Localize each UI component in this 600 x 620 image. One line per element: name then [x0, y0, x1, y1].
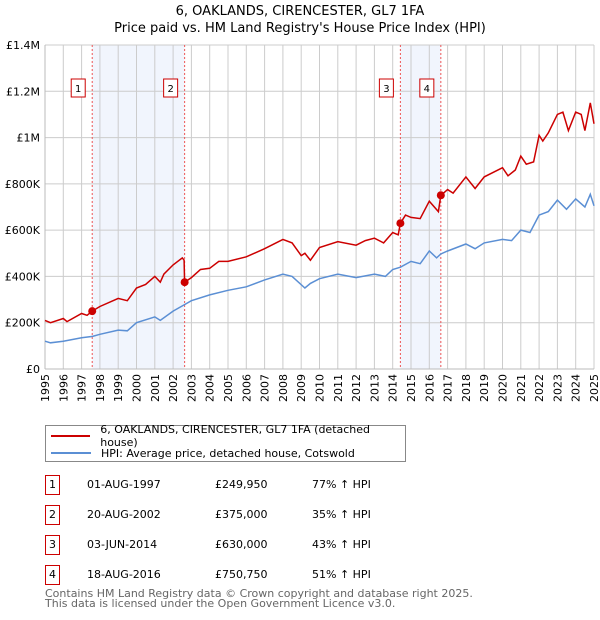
x-tick-label: 2017: [442, 374, 455, 402]
x-tick-label: 2003: [185, 374, 198, 402]
x-tick-label: 2022: [533, 374, 546, 402]
sale-date: 18-AUG-2016: [87, 568, 161, 581]
x-tick-label: 1997: [76, 374, 89, 402]
sale-row: 3 03-JUN-2014 £630,000 43% ↑ HPI: [45, 535, 445, 555]
sale-label: 2: [167, 84, 173, 95]
y-tick-label: £1M: [17, 132, 41, 145]
x-tick-label: 2021: [515, 374, 528, 402]
x-tick-label: 2001: [149, 374, 162, 402]
x-tick-label: 2000: [131, 374, 144, 402]
sale-date: 01-AUG-1997: [87, 478, 161, 491]
chart-subtitle: Price paid vs. HM Land Registry's House …: [114, 21, 486, 36]
sale-date: 20-AUG-2002: [87, 508, 161, 521]
x-tick-label: 2005: [222, 374, 235, 402]
shaded-period: [92, 45, 185, 369]
sale-hpi-change: 51% ↑ HPI: [312, 568, 371, 581]
sale-number-badge: 3: [45, 535, 60, 555]
y-tick-label: £1.4M: [6, 39, 40, 52]
x-tick-label: 1999: [112, 374, 125, 402]
x-tick-label: 1996: [57, 374, 70, 402]
x-tick-label: 2016: [423, 374, 436, 402]
sale-point: [436, 191, 445, 200]
legend-label: HPI: Average price, detached house, Cots…: [101, 446, 355, 460]
sale-label-box: [419, 78, 435, 98]
legend-item-property: 6, OAKLANDS, CIRENCESTER, GL7 1FA (detac…: [51, 423, 405, 449]
x-tick-label: 2015: [405, 374, 418, 402]
sale-label: 4: [424, 84, 430, 95]
sale-point: [180, 278, 189, 287]
series-line: [44, 192, 595, 344]
sale-hpi-change: 35% ↑ HPI: [312, 508, 371, 521]
sale-hpi-change: 77% ↑ HPI: [312, 478, 371, 491]
y-tick-label: £0: [26, 363, 40, 376]
x-tick-label: 2006: [240, 374, 253, 402]
x-tick-label: 2025: [588, 374, 600, 402]
sale-number-badge: 2: [45, 505, 60, 525]
sale-point: [396, 219, 405, 228]
sale-price: £630,000: [215, 538, 268, 551]
x-tick-label: 2009: [295, 374, 308, 402]
x-tick-label: 2010: [314, 374, 327, 402]
legend: 6, OAKLANDS, CIRENCESTER, GL7 1FA (detac…: [45, 423, 406, 462]
sale-label-box: [163, 78, 179, 98]
series-line: [44, 102, 595, 324]
x-tick-label: 2024: [570, 374, 583, 402]
legend-label: 6, OAKLANDS, CIRENCESTER, GL7 1FA (detac…: [100, 423, 371, 449]
x-tick-label: 2013: [368, 374, 381, 402]
x-tick-label: 2008: [277, 374, 290, 402]
sale-hpi-change: 43% ↑ HPI: [312, 538, 371, 551]
sale-price: £249,950: [215, 478, 268, 491]
footer: Contains HM Land Registry data © Crown c…: [45, 587, 473, 610]
sale-date: 03-JUN-2014: [87, 538, 158, 551]
x-tick-label: 2002: [167, 374, 180, 402]
sale-label-box: [70, 78, 86, 98]
legend-swatch: [51, 435, 91, 437]
sale-row: 4 18-AUG-2016 £750,750 51% ↑ HPI: [45, 565, 445, 585]
sale-price: £375,000: [215, 508, 268, 521]
y-tick-label: £400K: [5, 270, 41, 283]
x-tick-label: 2011: [332, 374, 345, 402]
sale-price: £750,750: [215, 568, 268, 581]
x-tick-label: 2004: [204, 374, 217, 402]
x-tick-label: 1995: [39, 374, 52, 402]
sale-row: 1 01-AUG-1997 £249,950 77% ↑ HPI: [45, 475, 445, 495]
x-tick-label: 2019: [478, 374, 491, 402]
price-chart: 1995 1996 1997 1998 1999 2000 2001 2002 2003 2004…: [5, 39, 600, 402]
chart-title: 6, OAKLANDS, CIRENCESTER, GL7 1FA: [175, 4, 425, 19]
sale-number-badge: 4: [45, 565, 60, 585]
sale-label: 1: [75, 84, 81, 95]
y-tick-label: £200K: [5, 317, 41, 330]
legend-swatch: [51, 452, 91, 454]
licence-text: This data is licensed under the Open Gov…: [45, 597, 396, 610]
y-tick-label: £600K: [5, 224, 41, 237]
sale-row: 2 20-AUG-2002 £375,000 35% ↑ HPI: [45, 505, 445, 525]
x-tick-label: 2023: [551, 374, 564, 402]
sale-number-badge: 1: [45, 475, 60, 495]
sale-label-box: [378, 78, 394, 98]
y-tick-label: £1.2M: [6, 85, 40, 98]
x-tick-label: 2014: [387, 374, 400, 402]
sale-point: [88, 307, 97, 316]
x-tick-label: 2012: [350, 374, 363, 402]
copyright-text: Contains HM Land Registry data © Crown c…: [45, 587, 473, 600]
x-tick-label: 2018: [460, 374, 473, 402]
x-tick-label: 2007: [259, 374, 272, 402]
legend-item-hpi: HPI: Average price, detached house, Cots…: [51, 445, 355, 461]
x-tick-label: 1998: [94, 374, 107, 402]
x-tick-label: 2020: [497, 374, 510, 402]
y-tick-label: £800K: [5, 178, 41, 191]
sale-label: 3: [383, 84, 389, 95]
